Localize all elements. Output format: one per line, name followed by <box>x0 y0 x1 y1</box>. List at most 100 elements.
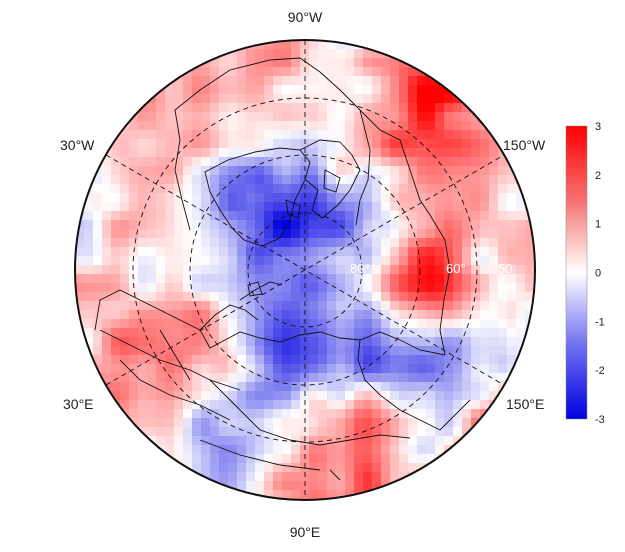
field-cell <box>273 373 283 383</box>
field-cell <box>273 112 283 122</box>
field-cell <box>273 436 283 446</box>
field-cell <box>336 319 346 329</box>
field-cell <box>336 337 346 347</box>
field-cell <box>462 238 472 248</box>
field-cell <box>327 445 337 455</box>
field-cell <box>183 76 193 86</box>
field-cell <box>327 40 337 50</box>
field-cell <box>264 418 274 428</box>
field-cell <box>102 175 112 185</box>
field-cell <box>264 328 274 338</box>
field-cell <box>147 337 157 347</box>
field-cell <box>246 94 256 104</box>
field-cell <box>165 256 175 266</box>
field-cell <box>93 382 103 392</box>
field-cell <box>363 454 373 464</box>
field-cell <box>183 121 193 131</box>
field-cell <box>282 85 292 95</box>
field-cell <box>327 238 337 248</box>
field-cell <box>174 274 184 284</box>
field-cell <box>489 247 499 257</box>
field-cell <box>102 328 112 338</box>
field-cell <box>399 202 409 212</box>
field-cell <box>237 373 247 383</box>
field-cell <box>84 274 94 284</box>
field-cell <box>507 301 517 311</box>
field-cell <box>183 337 193 347</box>
field-cell <box>273 247 283 257</box>
field-cell <box>354 409 364 419</box>
field-cell <box>246 112 256 122</box>
field-cell <box>426 418 436 428</box>
field-cell <box>345 283 355 293</box>
field-cell <box>471 256 481 266</box>
field-cell <box>309 436 319 446</box>
field-cell <box>120 355 130 365</box>
field-cell <box>498 202 508 212</box>
field-cell <box>147 265 157 275</box>
field-cell <box>354 364 364 374</box>
field-cell <box>192 157 202 167</box>
field-cell <box>417 193 427 203</box>
field-cell <box>264 481 274 491</box>
field-cell <box>462 157 472 167</box>
field-cell <box>480 346 490 356</box>
field-cell <box>138 139 148 149</box>
field-cell <box>120 175 130 185</box>
field-cell <box>237 166 247 176</box>
field-cell <box>327 472 337 482</box>
field-cell <box>210 85 220 95</box>
field-cell <box>471 283 481 293</box>
field-cell <box>381 382 391 392</box>
field-cell <box>201 355 211 365</box>
field-cell <box>120 292 130 302</box>
field-cell <box>435 463 445 473</box>
field-cell <box>480 364 490 374</box>
field-cell <box>282 292 292 302</box>
field-cell <box>219 292 229 302</box>
field-cell <box>192 409 202 419</box>
field-cell <box>165 229 175 239</box>
field-cell <box>363 157 373 167</box>
field-cell <box>210 220 220 230</box>
field-cell <box>435 391 445 401</box>
field-cell <box>336 49 346 59</box>
field-cell <box>381 220 391 230</box>
field-cell <box>246 103 256 113</box>
field-cell <box>507 292 517 302</box>
field-cell <box>363 202 373 212</box>
field-cell <box>174 211 184 221</box>
field-cell <box>228 382 238 392</box>
field-cell <box>264 463 274 473</box>
field-cell <box>102 346 112 356</box>
field-cell <box>75 238 85 248</box>
field-cell <box>327 112 337 122</box>
field-cell <box>174 454 184 464</box>
field-cell <box>516 265 526 275</box>
field-cell <box>453 445 463 455</box>
field-cell <box>201 103 211 113</box>
field-cell <box>444 166 454 176</box>
field-cell <box>453 148 463 158</box>
field-cell <box>129 229 139 239</box>
field-cell <box>417 436 427 446</box>
field-cell <box>120 364 130 374</box>
field-cell <box>174 418 184 428</box>
field-cell <box>318 256 328 266</box>
field-cell <box>174 229 184 239</box>
field-cell <box>219 445 229 455</box>
field-cell <box>237 211 247 221</box>
field-cell <box>363 193 373 203</box>
field-cell <box>264 202 274 212</box>
field-cell <box>408 220 418 230</box>
field-cell <box>363 58 373 68</box>
field-cell <box>327 121 337 131</box>
field-cell <box>264 76 274 86</box>
field-cell <box>264 274 274 284</box>
field-cell <box>102 337 112 347</box>
field-cell <box>210 382 220 392</box>
field-cell <box>228 193 238 203</box>
field-cell <box>462 193 472 203</box>
field-cell <box>363 265 373 275</box>
field-cell <box>462 409 472 419</box>
